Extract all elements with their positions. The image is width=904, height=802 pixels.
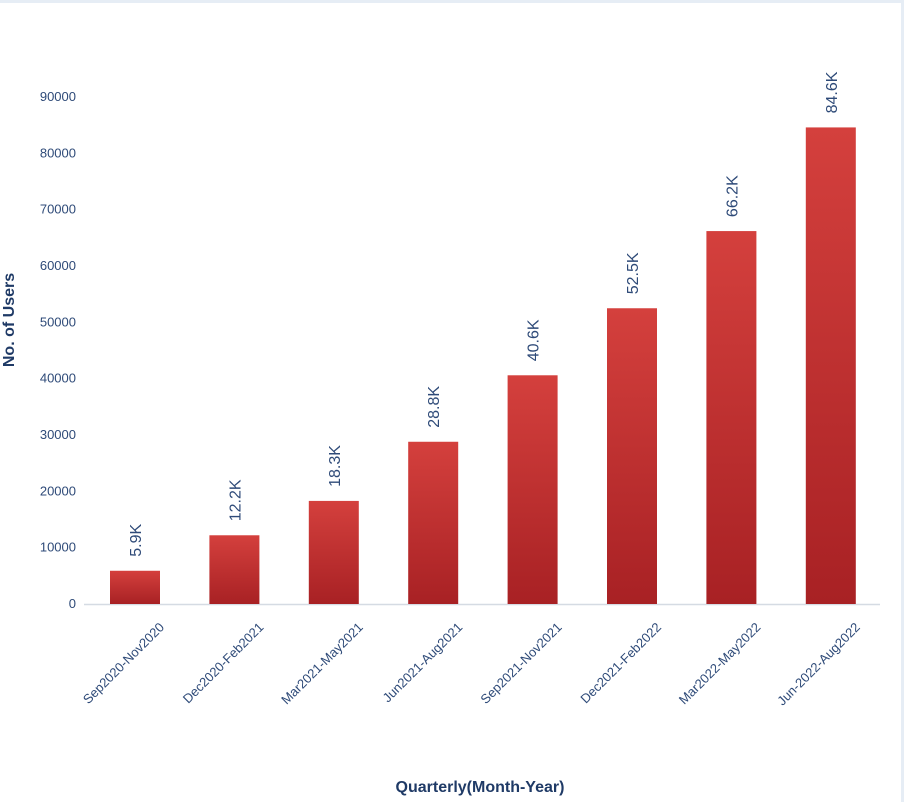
y-axis-ticks: 0 10000 20000 30000 40000 50000 60000 70000 8000… [40,89,76,611]
bar [408,441,459,604]
y-tick-label: 50000 [40,314,76,329]
x-tick-label: Sep2020-Nov2020 [80,620,167,707]
data-label: 52.5K [625,252,642,294]
bar [805,127,856,605]
bar [507,375,558,604]
y-tick-label: 80000 [40,145,76,160]
data-labels: 5.9K 12.2K 18.3K 28.8K 40.6K 52.5K 66.2K 84.6K [128,71,841,556]
y-tick-label: 40000 [40,371,76,386]
bar [308,500,359,604]
x-tick-label: Jun2021-Aug2021 [380,620,466,706]
data-label: 18.3K [327,445,344,487]
data-label: 12.2K [227,479,244,521]
x-tick-label: Dec2020-Feb2021 [180,620,267,707]
y-tick-label: 90000 [40,89,76,104]
y-tick-label: 10000 [40,540,76,555]
data-label: 40.6K [526,319,543,361]
data-label: 5.9K [128,524,145,557]
y-tick-label: 20000 [40,483,76,498]
bar [607,308,657,604]
bars [110,127,856,605]
bar [706,231,757,604]
y-tick-label: 70000 [40,202,76,217]
x-axis-ticks: Sep2020-Nov2020 Dec2020-Feb2021 Mar2021-Ma… [80,620,863,709]
y-tick-label: 30000 [40,427,76,442]
y-tick-label: 0 [69,596,76,611]
data-label: 84.6K [824,71,841,113]
y-axis-title: No. of Users [1,273,18,367]
x-tick-label: Sep2021-Nov2021 [477,620,564,707]
x-tick-label: Jun-2022-Aug2022 [774,620,863,709]
x-tick-label: Mar2021-May2021 [278,620,366,708]
bar [110,570,160,604]
x-tick-label: Mar2022-May2022 [676,620,764,708]
y-tick-label: 60000 [40,258,76,273]
data-label: 28.8K [426,386,443,428]
bar [209,535,260,604]
x-axis-title: Quarterly(Month-Year) [396,779,565,796]
data-label: 66.2K [724,175,741,217]
x-tick-label: Dec2021-Feb2022 [577,620,664,707]
